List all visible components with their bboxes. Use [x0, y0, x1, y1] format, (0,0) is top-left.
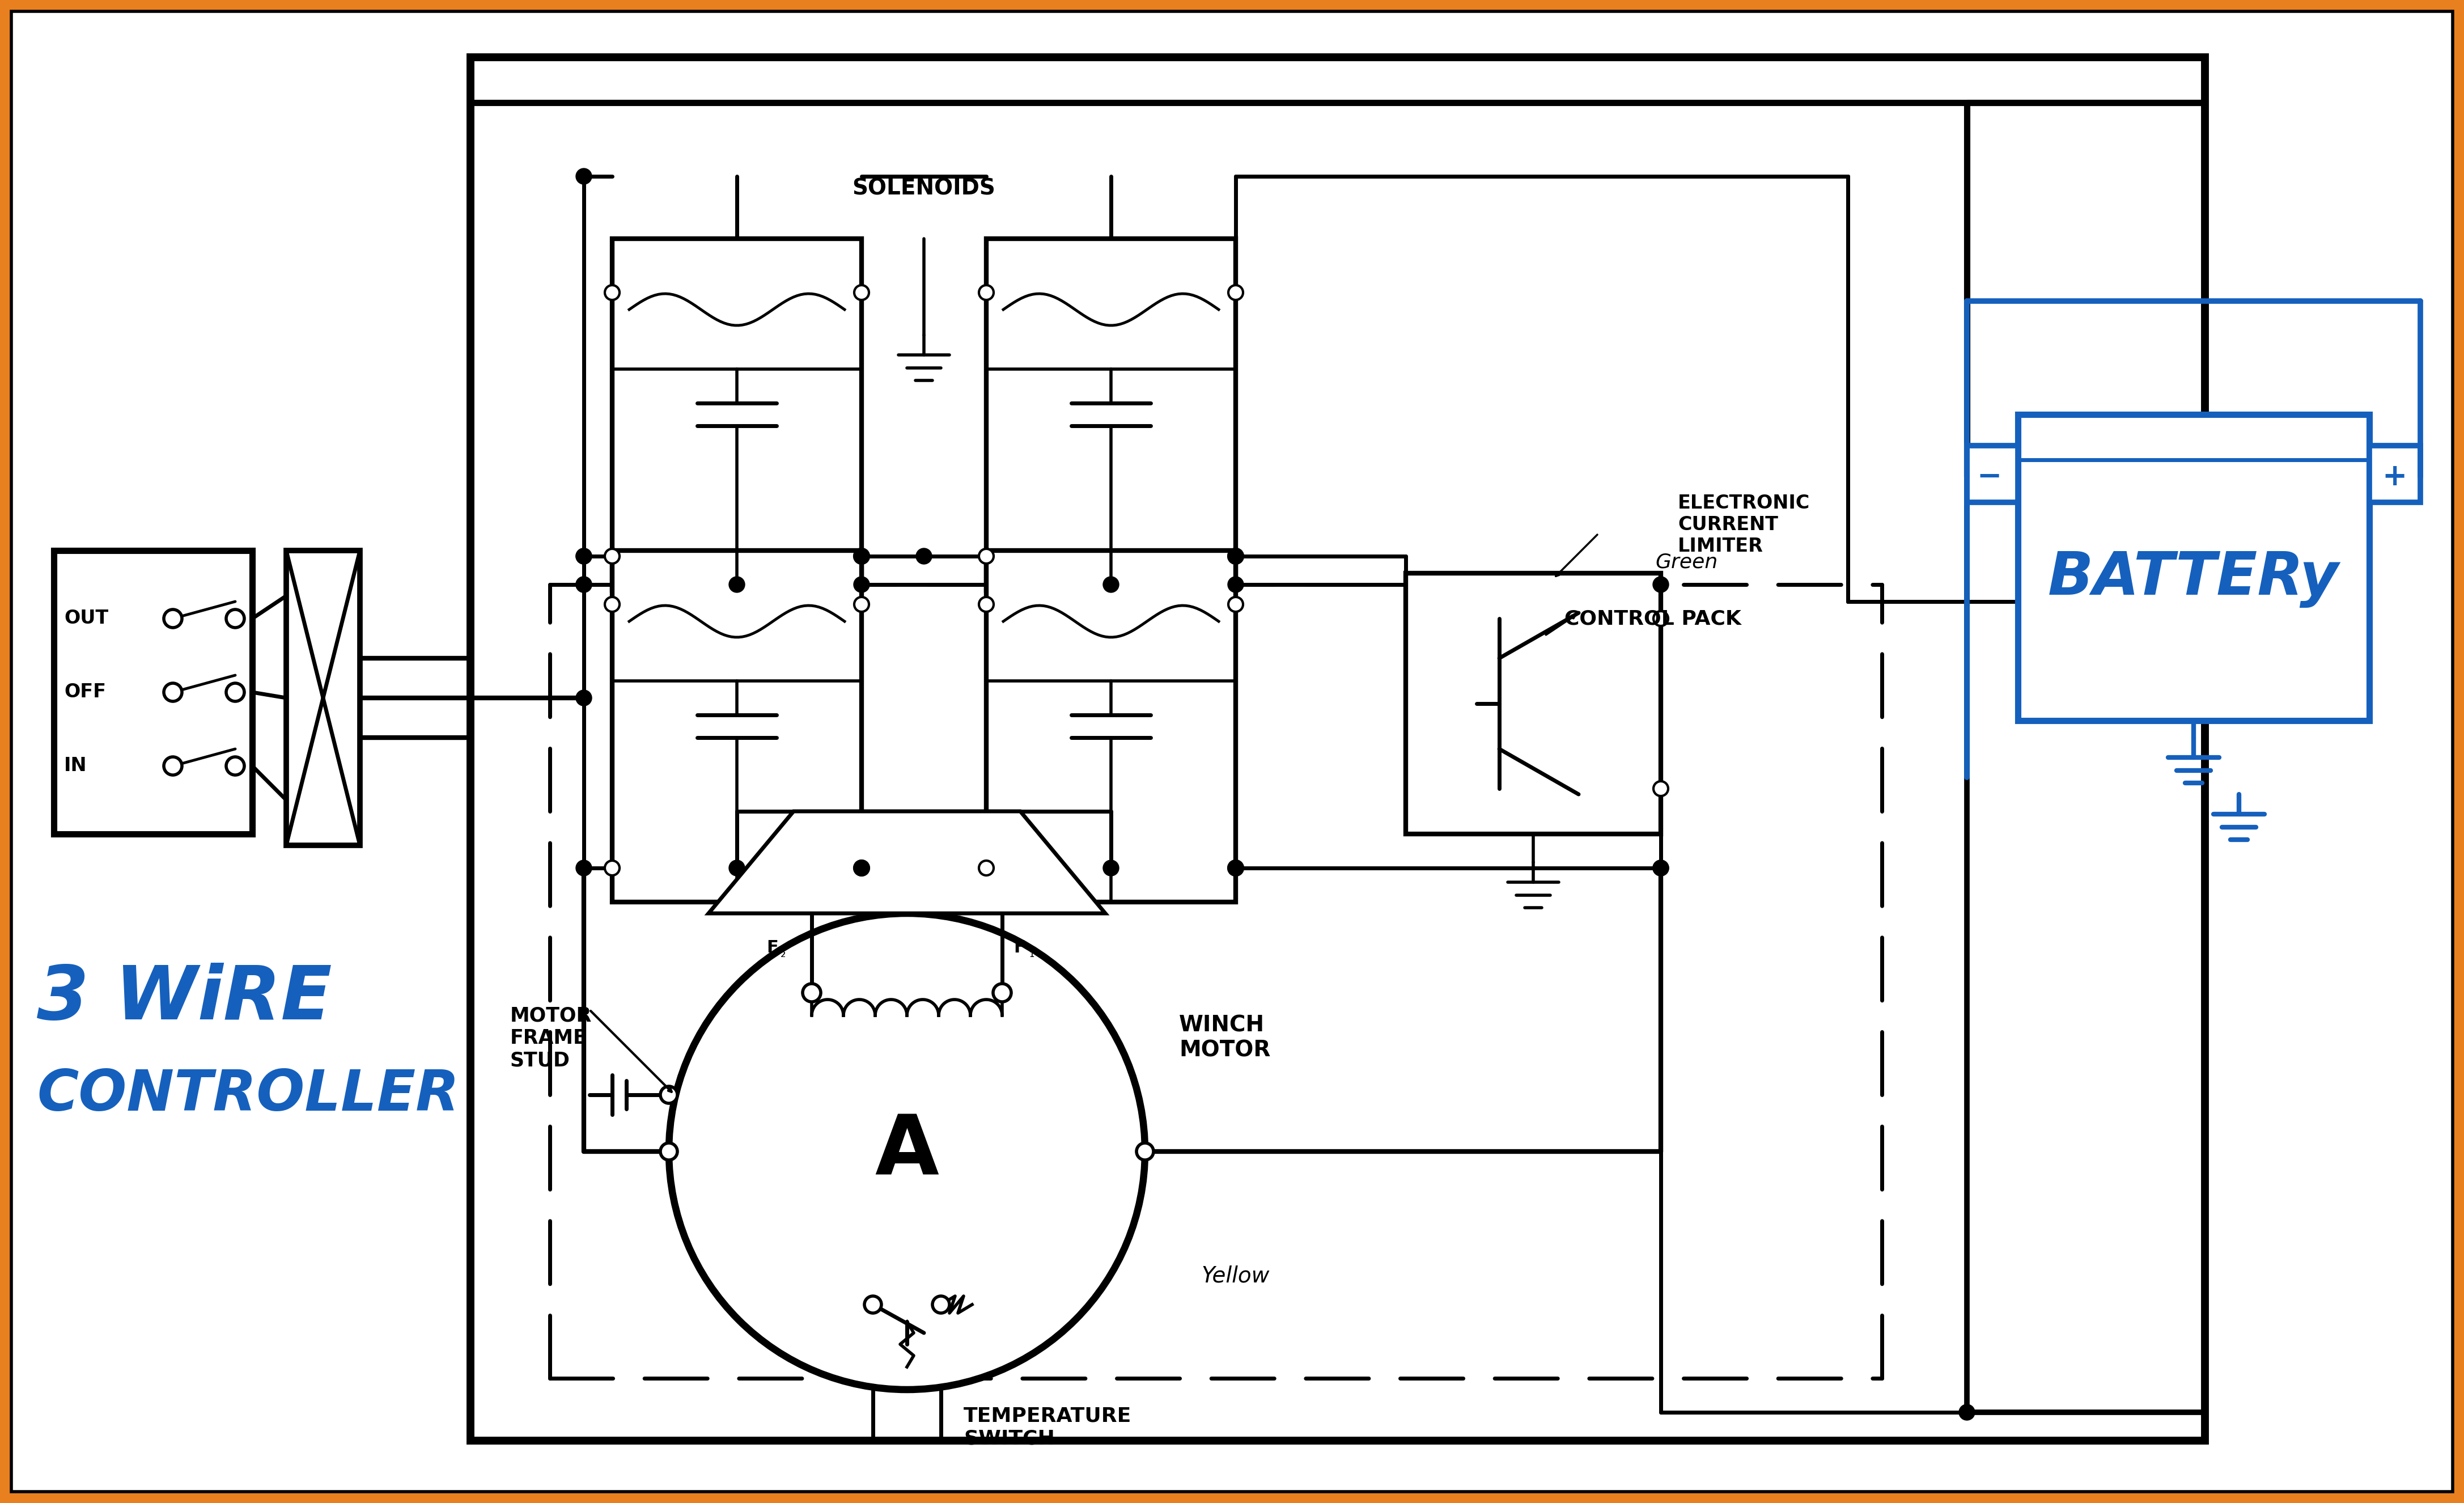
- Circle shape: [978, 861, 993, 875]
- Text: CONTROLLER: CONTROLLER: [37, 1067, 458, 1123]
- Circle shape: [163, 610, 182, 628]
- Circle shape: [227, 758, 244, 776]
- Bar: [986, 239, 1234, 591]
- Circle shape: [577, 690, 591, 706]
- Bar: [2018, 415, 2370, 720]
- Circle shape: [1136, 1142, 1153, 1160]
- Circle shape: [1227, 577, 1244, 592]
- Circle shape: [1653, 612, 1668, 625]
- Circle shape: [577, 549, 591, 564]
- Circle shape: [577, 549, 591, 564]
- Circle shape: [577, 577, 591, 592]
- Circle shape: [1230, 597, 1242, 612]
- Text: F: F: [766, 939, 779, 956]
- Circle shape: [729, 860, 744, 876]
- Text: BATTERy: BATTERy: [2048, 550, 2338, 607]
- Text: ₁: ₁: [1030, 947, 1035, 960]
- Circle shape: [729, 577, 744, 592]
- Text: OUT: OUT: [64, 609, 108, 628]
- Circle shape: [1230, 861, 1242, 875]
- Text: WINCH
MOTOR: WINCH MOTOR: [1178, 1015, 1271, 1061]
- Text: TEMPERATURE
SWITCH: TEMPERATURE SWITCH: [963, 1407, 1131, 1449]
- Bar: [1407, 573, 1661, 834]
- Circle shape: [1230, 549, 1242, 564]
- Bar: [1966, 445, 2018, 502]
- Bar: [986, 550, 1234, 902]
- Circle shape: [855, 286, 870, 301]
- Circle shape: [853, 577, 870, 592]
- Circle shape: [993, 983, 1010, 1003]
- Circle shape: [1653, 860, 1668, 876]
- Circle shape: [163, 758, 182, 776]
- Text: +: +: [2383, 461, 2407, 491]
- Text: OFF: OFF: [64, 682, 106, 702]
- Circle shape: [660, 1087, 678, 1103]
- Circle shape: [1104, 860, 1119, 876]
- Text: CONTROL PACK: CONTROL PACK: [1565, 609, 1742, 628]
- Circle shape: [577, 168, 591, 185]
- Circle shape: [1959, 1404, 1974, 1420]
- Text: IN: IN: [64, 756, 86, 776]
- Circle shape: [227, 684, 244, 702]
- Circle shape: [978, 286, 993, 301]
- Bar: [471, 57, 2205, 1441]
- Text: −: −: [1976, 461, 2003, 491]
- Polygon shape: [710, 812, 1106, 914]
- Circle shape: [577, 860, 591, 876]
- Circle shape: [978, 549, 993, 564]
- Circle shape: [577, 577, 591, 592]
- Circle shape: [855, 597, 870, 612]
- Bar: [286, 550, 360, 845]
- Bar: [611, 239, 862, 591]
- Circle shape: [1653, 782, 1668, 797]
- Circle shape: [163, 684, 182, 702]
- Circle shape: [855, 861, 870, 875]
- Circle shape: [803, 983, 821, 1003]
- Circle shape: [227, 610, 244, 628]
- Text: ELECTRONIC
CURRENT
LIMITER: ELECTRONIC CURRENT LIMITER: [1678, 494, 1811, 556]
- Circle shape: [1653, 860, 1668, 876]
- Text: ₂: ₂: [781, 947, 786, 960]
- Text: Yellow: Yellow: [1202, 1266, 1269, 1287]
- Circle shape: [865, 1296, 882, 1314]
- Bar: [2370, 445, 2420, 502]
- Text: SOLENOIDS: SOLENOIDS: [853, 177, 995, 198]
- Circle shape: [931, 1296, 949, 1314]
- Circle shape: [604, 286, 618, 301]
- Circle shape: [978, 597, 993, 612]
- Circle shape: [668, 914, 1146, 1390]
- Circle shape: [660, 1142, 678, 1160]
- Bar: [611, 550, 862, 902]
- Text: MOTOR
FRAME
STUD: MOTOR FRAME STUD: [510, 1006, 591, 1070]
- Circle shape: [604, 861, 618, 875]
- Circle shape: [1653, 577, 1668, 592]
- Text: A: A: [875, 1112, 939, 1192]
- Text: Green: Green: [1656, 552, 1717, 571]
- Circle shape: [1227, 549, 1244, 564]
- Circle shape: [853, 860, 870, 876]
- Text: 3 WiRE: 3 WiRE: [37, 962, 333, 1034]
- Circle shape: [604, 597, 618, 612]
- Circle shape: [853, 549, 870, 564]
- Circle shape: [1104, 577, 1119, 592]
- Text: F: F: [1013, 939, 1025, 956]
- Circle shape: [1227, 860, 1244, 876]
- Circle shape: [855, 549, 870, 564]
- Circle shape: [1230, 286, 1242, 301]
- Circle shape: [917, 549, 931, 564]
- Circle shape: [604, 549, 618, 564]
- Bar: [54, 550, 251, 834]
